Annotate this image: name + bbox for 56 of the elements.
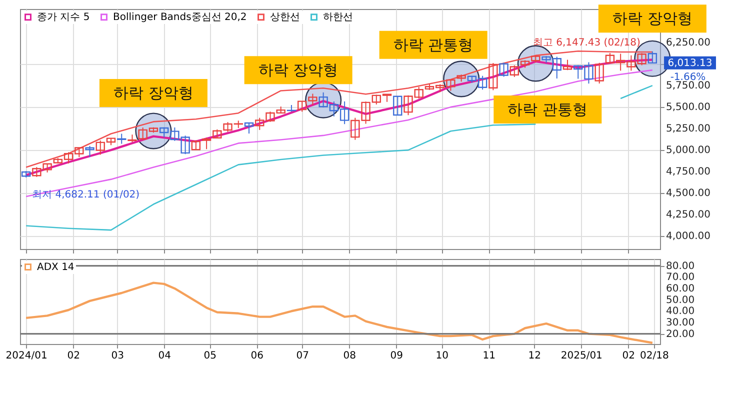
candlestick <box>85 145 94 158</box>
x-tick-label: 07 <box>296 350 309 362</box>
y-tick-label: 4,000.00 <box>666 231 711 242</box>
y-tick-label: 30.00 <box>666 317 695 328</box>
candlestick <box>594 62 604 84</box>
line-series <box>24 282 654 344</box>
y-tick-label: 5,000.00 <box>666 145 711 156</box>
candlestick <box>393 95 402 116</box>
x-tick-label: 10 <box>436 350 448 362</box>
x-tick-label: 2025/01 <box>560 350 602 362</box>
annotation: 하락 장악형 <box>114 84 194 102</box>
x-tick-label: 03 <box>111 350 124 362</box>
candlestick <box>510 64 520 78</box>
candlestick <box>499 62 508 78</box>
x-tick-label: 08 <box>343 350 356 362</box>
x-tick-label: 05 <box>204 350 216 362</box>
y-tick-label: 4,250.00 <box>666 210 711 221</box>
x-tick-label: 12 <box>528 350 541 362</box>
y-tick-label: 5,250.00 <box>666 124 711 135</box>
y-tick-label: 80.00 <box>666 260 695 272</box>
annotation: 하락 관통형 <box>393 36 474 54</box>
legend-label: 종가 지수 5 <box>37 12 90 24</box>
candlestick <box>648 50 658 64</box>
x-tick-label: 11 <box>482 350 496 362</box>
candlestick <box>562 59 572 71</box>
candlestick <box>488 62 498 91</box>
annotation: 하락 관통형 <box>508 100 588 118</box>
x-tick-label: 02 <box>622 350 636 362</box>
legend-label: ADX 14 <box>37 262 74 273</box>
candlestick <box>244 122 254 134</box>
y-tick-label: 6,250.00 <box>666 38 711 49</box>
legend-label: 하한선 <box>323 12 353 24</box>
y-tick-label: 40.00 <box>666 306 695 318</box>
legend-label: Bollinger Bands중심선 20,2 <box>113 12 247 24</box>
y-tick-label: 60.00 <box>666 283 695 294</box>
x-tick-label: 09 <box>390 350 403 362</box>
x-tick-label: 02 <box>67 350 80 362</box>
x-tick-label: 2024/01 <box>6 350 48 362</box>
y-tick-label: 5,750.00 <box>666 80 711 92</box>
x-tick-label: 02/18 <box>640 350 669 362</box>
candlestick <box>191 140 201 150</box>
y-tick-label: 4,500.00 <box>666 188 711 200</box>
candlestick <box>117 133 126 144</box>
x-tick-label: 06 <box>250 350 264 362</box>
candlestick <box>202 137 212 150</box>
y-tick-label: 50.00 <box>666 294 695 306</box>
x-tick-label: 04 <box>158 350 171 362</box>
annotation: 6,013.13 <box>668 58 712 69</box>
y-tick-label: 5,500.00 <box>666 102 711 114</box>
y-tick-label: 70.00 <box>666 272 695 284</box>
annotation: 하락 장악형 <box>258 61 338 80</box>
y-tick-label: 20.00 <box>666 328 695 340</box>
legend-label: 상한선 <box>270 12 300 24</box>
annotation: 하락 장악형 <box>612 10 692 28</box>
annotation: 최고 6,147.43 (02/18) <box>532 37 641 48</box>
y-tick-label: 4,750.00 <box>666 166 711 178</box>
